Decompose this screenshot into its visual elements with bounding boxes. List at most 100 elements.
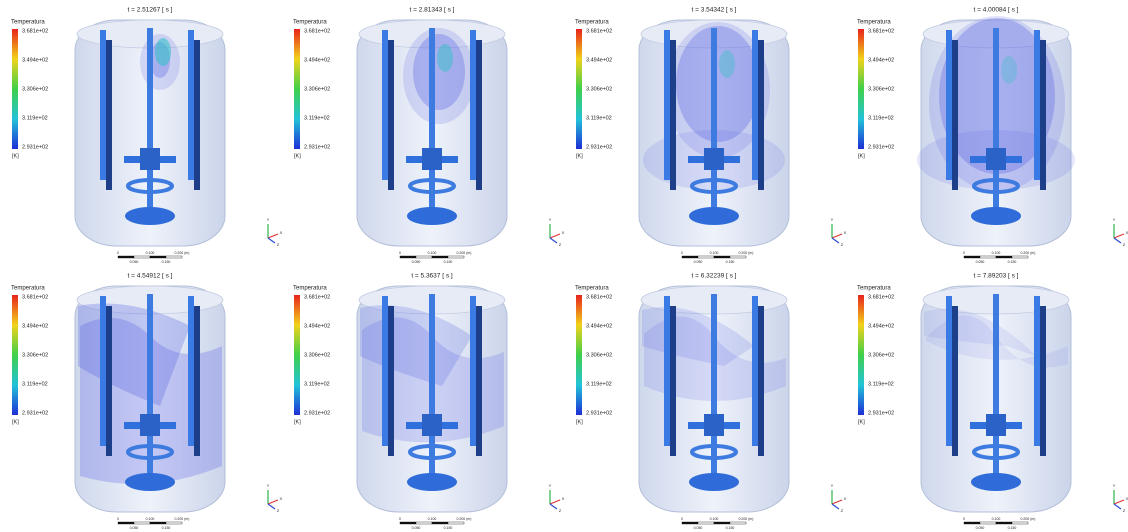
colorbar <box>12 295 18 415</box>
legend-label: 3.119e+02 <box>22 381 48 387</box>
panel-time: t = 2.51267 [ s ] <box>128 7 173 14</box>
baffle <box>476 40 482 190</box>
baffle <box>194 40 200 190</box>
scale-segment <box>729 255 747 259</box>
panel: t = 7.89203 [ s ] Temperatura 3.681e+02 3.4… <box>857 273 1128 530</box>
legend-label: 3.681e+02 <box>868 28 894 34</box>
scale-label: 0.200 (m) <box>175 251 190 255</box>
axis-arrow <box>1113 503 1122 510</box>
colorbar <box>576 29 582 149</box>
scale-segment <box>1011 255 1029 259</box>
legend-label: 2.931e+02 <box>22 410 48 416</box>
scale-label: 0.200 (m) <box>457 251 472 255</box>
axis-arrow <box>831 233 843 239</box>
scale-label: 0.100 <box>146 251 155 255</box>
baffle <box>388 40 394 190</box>
baffle <box>388 306 394 456</box>
scale-label: 0.100 <box>710 251 719 255</box>
scale-segment <box>117 255 135 259</box>
axis-label: Z <box>1123 242 1126 247</box>
scale-label: 0 <box>117 251 119 255</box>
scale-label: 0.200 (m) <box>457 517 472 521</box>
scale-label: 0.200 (m) <box>1021 251 1036 255</box>
panel: t = 6.32239 [ s ] Temperatura 3.681e+02 3.4… <box>575 273 847 530</box>
shaft <box>711 294 717 484</box>
axis-label: Y <box>831 217 834 222</box>
axis-label: X <box>844 496 847 501</box>
legend-label: 3.494e+02 <box>586 323 612 329</box>
base-disk <box>125 207 175 225</box>
axis-label: Z <box>277 508 280 513</box>
plume-core <box>1001 56 1017 84</box>
legend-label: 2.931e+02 <box>868 144 894 150</box>
scale-label: 0.050 <box>412 526 421 530</box>
legend-unit: [K] <box>294 153 301 159</box>
shaft <box>147 294 153 484</box>
scale-label: 0 <box>117 517 119 521</box>
legend-label: 3.681e+02 <box>586 28 612 34</box>
baffle <box>1040 40 1046 190</box>
base-disk <box>125 473 175 491</box>
baffle <box>752 296 758 446</box>
scale-label: 0.100 <box>146 517 155 521</box>
legend-label: 3.306e+02 <box>22 352 48 358</box>
legend-title: Temperatura <box>857 286 891 292</box>
panel-time: t = 2.81343 [ s ] <box>410 7 455 14</box>
scale-segment <box>431 255 449 259</box>
shaft <box>711 28 717 218</box>
scale-label: 0 <box>963 251 965 255</box>
scale-segment <box>133 521 151 525</box>
scale-segment <box>995 255 1013 259</box>
scale-segment <box>979 255 997 259</box>
panel: t = 3.54342 [ s ] Temperatura 3.681e+02 3.4… <box>575 7 847 264</box>
plume <box>413 34 465 110</box>
baffle <box>470 30 476 180</box>
scale-segment <box>697 521 715 525</box>
legend-label: 3.306e+02 <box>868 352 894 358</box>
scale-segment <box>415 255 433 259</box>
impeller-blade <box>704 148 724 170</box>
axis-label: Y <box>267 483 270 488</box>
axis-label: X <box>562 496 565 501</box>
scale-segment <box>447 255 465 259</box>
ring-sparger <box>126 444 174 460</box>
panel: t = 2.51267 [ s ] Temperatura 3.681e+02 3.4… <box>11 7 283 264</box>
plume <box>676 26 760 142</box>
baffle <box>952 306 958 456</box>
scale-segment <box>713 255 731 259</box>
scale-label: 0.200 (m) <box>1021 517 1036 521</box>
scale-segment <box>447 521 465 525</box>
scale-segment <box>697 255 715 259</box>
legend-unit: [K] <box>858 419 865 425</box>
legend-label: 3.494e+02 <box>304 57 330 63</box>
scale-segment <box>995 521 1013 525</box>
scale-segment <box>399 255 417 259</box>
legend-unit: [K] <box>576 153 583 159</box>
baffle <box>188 296 194 446</box>
legend-label: 3.306e+02 <box>304 352 330 358</box>
scale-segment <box>681 255 699 259</box>
panel: t = 2.81343 [ s ] Temperatura 3.681e+02 3.4… <box>293 7 565 264</box>
legend-label: 3.306e+02 <box>22 86 48 92</box>
axis-arrow <box>549 237 558 244</box>
legend-label: 2.931e+02 <box>868 410 894 416</box>
axis-label: Y <box>549 217 552 222</box>
shaft <box>429 28 435 218</box>
legend-label: 3.494e+02 <box>304 323 330 329</box>
impeller-blade <box>140 414 160 436</box>
scale-label: 0.050 <box>976 260 985 264</box>
baffle <box>382 30 388 180</box>
scale-segment <box>399 521 417 525</box>
ring-sparger <box>408 178 456 194</box>
baffle <box>670 306 676 456</box>
legend-label: 3.681e+02 <box>22 28 48 34</box>
impeller-blade <box>140 148 160 170</box>
legend-label: 3.494e+02 <box>22 323 48 329</box>
scale-label: 0.050 <box>412 260 421 264</box>
scale-segment <box>415 521 433 525</box>
legend-label: 3.306e+02 <box>586 86 612 92</box>
legend-title: Temperatura <box>575 286 609 292</box>
impeller-blade <box>986 414 1006 436</box>
scale-label: 0.150 <box>1008 260 1017 264</box>
